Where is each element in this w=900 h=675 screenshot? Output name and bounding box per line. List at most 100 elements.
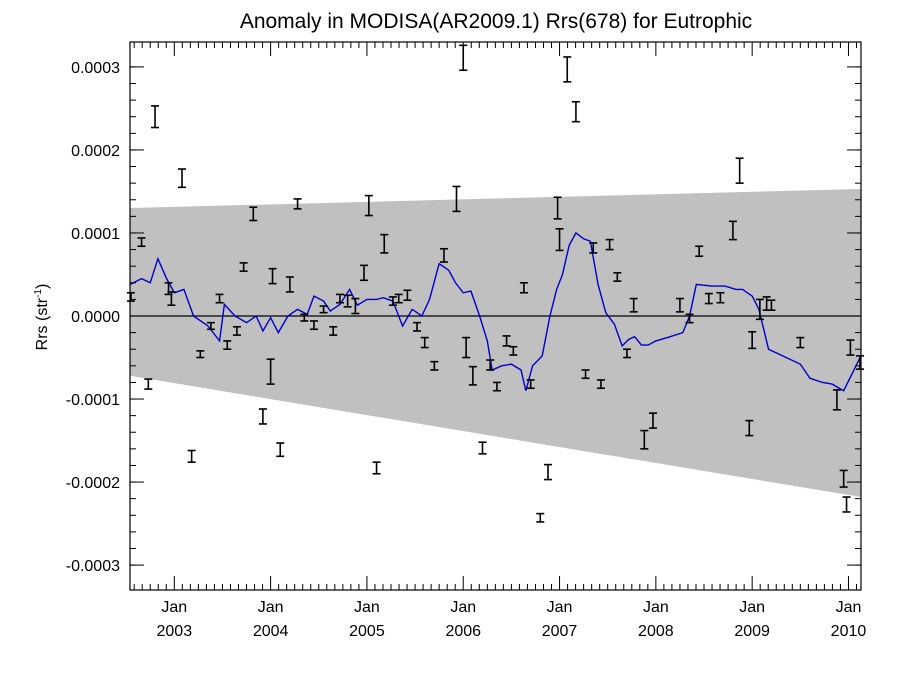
errorbar [285,276,294,293]
x-tick-month: Jan [643,599,669,616]
errorbar [509,345,518,356]
x-tick-year: 2007 [542,623,578,640]
errorbar [605,238,614,251]
errorbar [856,355,865,370]
errorbar [258,408,267,425]
errorbar [748,330,757,350]
x-tick-month: Jan [258,599,284,616]
errorbar [462,336,471,359]
errorbar [492,381,501,392]
errorbar [846,339,855,356]
x-tick-year: 2004 [253,623,289,640]
errorbar [266,358,275,385]
anomaly-line-layer [129,231,862,392]
errorbar [388,296,397,307]
x-tick-month: Jan [354,599,380,616]
errorbar [695,245,704,258]
y-axis-label-end: ) [34,284,51,289]
y-tick-label: -0.0003 [66,558,120,575]
errorbar [704,292,713,305]
errorbar [675,297,684,313]
y-axis-label-sup: -1 [33,289,44,298]
y-tick-label: -0.0001 [66,392,120,409]
x-tick-year: 2008 [638,623,674,640]
x-tick-month: Jan [450,599,476,616]
errorbar [832,389,841,411]
errorbar [309,320,318,331]
errorbar [452,185,461,213]
errorbar [581,369,590,380]
errorbar [767,299,776,311]
errorbar [745,419,754,437]
errorbar [716,291,725,304]
anomaly-line [129,231,862,392]
errorbar [571,100,580,123]
errorbar [468,365,477,386]
errorbar [232,325,241,336]
errorbar [613,272,622,282]
x-tick-year: 2009 [734,623,770,640]
axes-layer: -0.0003 -0.0002 -0.0001 0.0000 0.0001 0.0002 0… [66,41,866,640]
errorbar [187,449,196,463]
errorbar [622,348,631,359]
errorbar [755,298,764,321]
uncertainty-band [130,188,861,498]
errorbar [351,297,360,315]
errorbar [589,242,598,254]
errorbar [151,105,160,129]
errorbar [196,350,205,359]
errorbar [268,267,277,285]
errorbar [439,247,448,263]
x-tick-month: Jan [836,599,862,616]
errorbar [728,220,737,241]
errorbar [137,237,146,248]
errorbar [215,293,224,304]
errorbar [300,313,309,322]
errorbar [430,360,439,371]
errorbar [293,198,302,210]
errorbar [319,305,328,314]
errorbar [329,325,338,336]
uncertainty-band-layer [130,188,861,498]
errorbar [276,442,285,458]
errorbar [563,56,572,83]
errorbar [796,336,805,349]
errorbar [394,293,403,304]
errorbar [543,463,552,481]
errorbar [648,412,657,429]
x-tick-month: Jan [739,599,765,616]
errorbar [640,429,649,450]
errorbar [839,469,848,488]
y-tick-label: 0.0000 [71,309,120,326]
errorbar [519,281,528,294]
errorbar [555,228,564,252]
chart-title: Anomaly in MODISA(AR2009.1) Rrs(678) for… [240,10,752,33]
errorbar [206,321,215,331]
errorbar [167,291,176,307]
y-axis-label: Rrs (str-1) [33,284,51,351]
errorbar [372,461,381,475]
y-tick-label: -0.0002 [66,475,120,492]
x-tick-month: Jan [547,599,573,616]
errorbar [502,335,511,347]
errorbar [403,289,412,302]
errorbar [249,206,258,222]
errorbar [553,196,562,220]
errorbar [364,194,373,217]
errorbar [413,321,422,332]
errorbar [420,336,429,349]
errorbar [380,233,389,254]
errorbar [223,340,232,351]
errorbar [144,378,153,390]
errorbar [596,379,605,390]
y-tick-label: 0.0003 [71,60,120,77]
errorbar [629,297,638,313]
y-axis-label-base: Rrs (str [34,297,51,350]
errorbar [536,512,545,523]
y-tick-label: 0.0002 [71,143,120,160]
errorbar [178,168,187,189]
errorbar [239,262,248,272]
y-tick-label: 0.0001 [71,226,120,243]
errorbar [526,379,535,390]
